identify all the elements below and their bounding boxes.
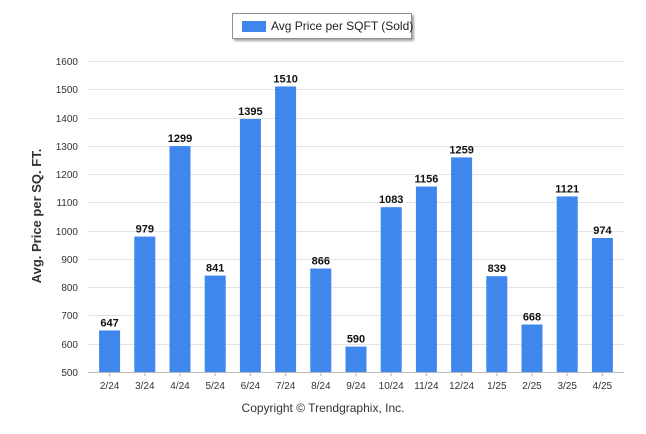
data-label: 841 <box>206 263 224 275</box>
x-tick-label: 11/24 <box>414 381 439 392</box>
y-tick-label: 600 <box>61 340 78 351</box>
y-tick-label: 1300 <box>56 142 79 153</box>
data-label: 1299 <box>168 133 192 145</box>
bar <box>275 86 297 372</box>
y-tick-label: 1600 <box>56 57 79 68</box>
bar <box>345 346 367 372</box>
gridlines <box>88 61 624 373</box>
y-tick-label: 500 <box>61 368 78 379</box>
bar <box>134 236 156 372</box>
y-tick-label: 1400 <box>56 114 79 125</box>
y-tick-label: 800 <box>61 283 78 294</box>
bar <box>556 196 578 372</box>
x-tick-label: 3/24 <box>135 381 155 392</box>
data-label: 590 <box>347 334 365 346</box>
data-label: 979 <box>136 224 154 236</box>
bar <box>486 276 508 372</box>
bar <box>239 118 261 372</box>
bar <box>380 207 402 372</box>
y-tick-label: 700 <box>61 311 78 322</box>
x-tick-label: 10/24 <box>379 381 404 392</box>
bar <box>99 330 121 372</box>
y-tick-label: 1500 <box>56 85 79 96</box>
y-tick-label: 900 <box>61 255 78 266</box>
bar <box>591 237 613 372</box>
x-tick-label: 5/24 <box>205 381 225 392</box>
bar <box>169 146 191 372</box>
x-tick-label: 3/25 <box>557 381 577 392</box>
y-axis-label: Avg. Price per SQ. FT. <box>29 149 44 284</box>
data-label: 866 <box>312 256 330 268</box>
x-tick-label: 8/24 <box>311 381 331 392</box>
data-label: 839 <box>488 263 506 275</box>
x-tick-label: 1/25 <box>487 381 507 392</box>
y-tick-label: 1200 <box>56 170 79 181</box>
bar <box>310 268 332 372</box>
bars: 647 979 1299 841 1395 1510 866 590 1083 1156 1259 8… <box>99 73 613 372</box>
legend-swatch <box>242 21 266 32</box>
data-label: 1083 <box>379 194 403 206</box>
x-tick-label: 9/24 <box>346 381 366 392</box>
data-label: 1510 <box>273 73 297 85</box>
data-label: 647 <box>100 317 118 329</box>
x-tick-label: 4/25 <box>593 381 613 392</box>
bar <box>521 324 543 372</box>
data-label: 668 <box>523 312 541 324</box>
bar <box>204 275 226 372</box>
bar <box>415 186 437 372</box>
x-axis: 2/24 3/24 4/24 5/24 6/24 7/24 8/24 9/24 10/24 11/… <box>88 372 624 392</box>
data-label: 974 <box>593 225 612 237</box>
data-label: 1395 <box>238 106 262 118</box>
x-tick-label: 7/24 <box>276 381 296 392</box>
copyright-footer: Copyright © Trendgraphix, Inc. <box>241 401 405 415</box>
x-tick-label: 2/25 <box>522 381 542 392</box>
legend: Avg Price per SQFT (Sold) <box>232 13 414 39</box>
legend-label: Avg Price per SQFT (Sold) <box>271 19 414 33</box>
x-tick-label: 6/24 <box>241 381 261 392</box>
y-tick-label: 1000 <box>56 227 79 238</box>
x-tick-label: 4/24 <box>170 381 190 392</box>
data-label: 1156 <box>414 174 438 186</box>
y-tick-label: 1100 <box>56 198 78 209</box>
data-label: 1259 <box>449 144 473 156</box>
data-label: 1121 <box>555 183 579 195</box>
x-tick-label: 2/24 <box>100 381 120 392</box>
y-axis: 500 600 700 800 900 1000 1100 1200 1300 1400 1500 1… <box>56 57 79 379</box>
x-tick-label: 12/24 <box>449 381 474 392</box>
bar <box>451 157 473 372</box>
